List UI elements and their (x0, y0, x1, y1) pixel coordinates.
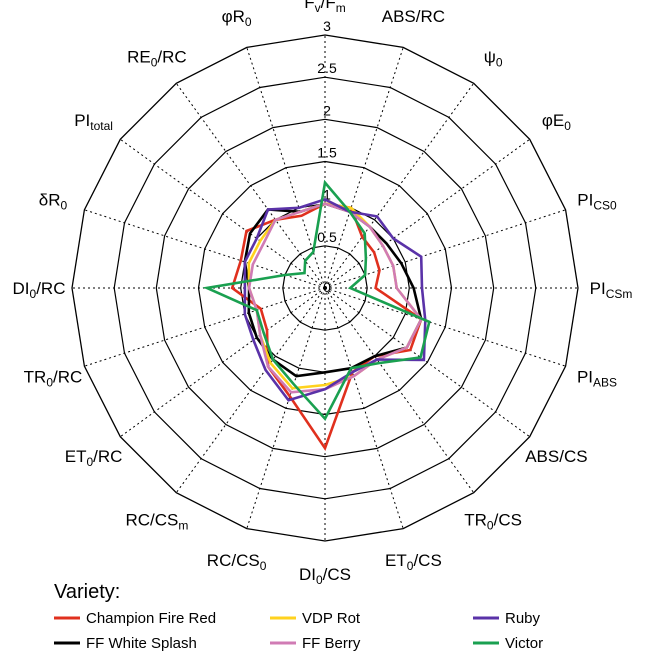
axis-label: RC/CS0 (207, 551, 267, 573)
tick-label: 1.5 (317, 145, 337, 161)
grid-spoke (324, 287, 404, 529)
grid-spoke (120, 138, 326, 289)
axis-label: φE0 (542, 111, 571, 133)
series-5 (202, 179, 431, 421)
series-layer (202, 179, 431, 452)
series-4 (243, 197, 427, 402)
legend-label: VDP Rot (302, 610, 361, 627)
axis-label: ABS/RC (382, 7, 445, 26)
grid-spoke (324, 209, 566, 289)
grid-outer-ring (71, 34, 579, 542)
axis-label: DI0/CS (299, 565, 351, 587)
axis-label: PItotal (74, 111, 113, 133)
legend-label: Ruby (505, 610, 541, 627)
legend-items: Champion Fire Red FF White Splash VDP Rot F… (54, 610, 543, 652)
grid-spoke (324, 287, 566, 367)
axis-label: ET0/CS (385, 551, 442, 573)
axis-label: TR0/CS (464, 510, 522, 532)
series-0 (230, 202, 423, 452)
grid-spoke (324, 47, 404, 289)
axis-labels: Fv/Fm ABS/RC ψ0 φE0 PICS0 PICSm PIABS ABS/CS TR0… (13, 0, 633, 587)
grid-spoke (84, 287, 326, 367)
series-1 (243, 202, 423, 378)
axis-label: ET0/RC (65, 447, 123, 469)
grid-spoke (324, 138, 530, 289)
axis-label: δR0 (39, 191, 68, 213)
grid-layer (71, 34, 579, 542)
legend-label: Victor (505, 635, 543, 652)
axis-label: Fv/Fm (304, 0, 346, 15)
grid-spoke (175, 287, 326, 493)
legend-label: FF Berry (302, 635, 361, 652)
legend-label: FF White Splash (86, 635, 197, 652)
axis-label: RE0/RC (127, 48, 187, 70)
axis-label: ψ0 (484, 48, 503, 70)
grid-spoke (120, 287, 326, 438)
legend-label: Champion Fire Red (86, 610, 216, 627)
axis-label: ABS/CS (525, 447, 587, 466)
tick-labels: 0 0.5 1 1.5 2 2.5 3 (317, 18, 337, 295)
axis-label: TR0/RC (24, 367, 83, 389)
axis-label: RC/CSm (125, 510, 188, 532)
grid-spoke (246, 287, 326, 529)
legend-title: Variety: (54, 581, 120, 603)
grid-ring (282, 245, 368, 331)
grid-ring (155, 118, 495, 458)
axis-label: φR0 (222, 7, 252, 29)
tick-label: 2.5 (317, 60, 337, 76)
tick-label: 2 (323, 102, 331, 118)
axis-label: PICS0 (577, 191, 617, 213)
axis-label: PIABS (577, 367, 617, 389)
grid-spoke (84, 209, 326, 289)
tick-label: 1 (323, 187, 331, 203)
legend: Variety: Champion Fire Red FF White Splas… (54, 581, 543, 652)
grid-spoke (246, 47, 326, 289)
axis-label: PICSm (590, 279, 633, 301)
grid-spoke (175, 83, 326, 289)
tick-label: 3 (323, 18, 331, 34)
grid-spoke (324, 287, 530, 438)
tick-label: 0.5 (317, 229, 337, 245)
axis-label: DI0/RC (13, 279, 66, 301)
grid-spoke (324, 83, 475, 289)
grid-spoke (324, 287, 475, 493)
tick-label: 0 (323, 279, 331, 295)
